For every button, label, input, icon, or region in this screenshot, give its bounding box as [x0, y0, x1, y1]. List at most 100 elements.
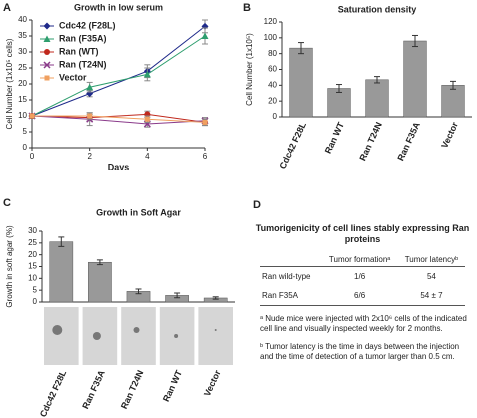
cell: 1/6	[354, 272, 366, 281]
cell: Ran wild-type	[262, 272, 311, 281]
data-point	[144, 116, 150, 122]
bar	[365, 79, 389, 118]
legend-label: Cdc42 (F28L)	[59, 20, 116, 30]
y-tick-label: 20	[268, 96, 277, 105]
y-axis-label: Cell Number (1x10⁵)	[245, 33, 254, 106]
panel-a: A Growth in low serum Cell Number (1x10⁵ …	[3, 2, 209, 170]
x-tick-label: Ran F35A	[395, 120, 422, 162]
series-line	[31, 35, 206, 117]
bar	[88, 261, 112, 303]
table: Tumor formationᵃ Tumor latencyᵇ Ran wild-…	[260, 253, 465, 306]
series-line	[31, 115, 206, 125]
x-tick-label: Ran WT	[323, 120, 346, 155]
y-tick-label: 20	[28, 250, 37, 259]
legend-marker	[44, 75, 50, 81]
x-tick-label: Vector	[439, 120, 460, 150]
series-line	[32, 115, 206, 123]
y-tick-label: 100	[264, 33, 278, 42]
panel-letter: B	[243, 2, 251, 14]
y-tick-label: 120	[264, 17, 278, 26]
chart-title: Growth in low serum	[74, 2, 163, 12]
data-point	[201, 32, 209, 39]
footnote: ᵇ Tumor latency is the time in days betw…	[260, 342, 460, 361]
legend-label: Ran (WT)	[59, 46, 99, 56]
colony	[92, 332, 101, 340]
panel-letter: C	[3, 197, 11, 209]
y-tick-label: 30	[18, 47, 27, 56]
series-line	[31, 113, 206, 123]
data-point	[87, 113, 93, 119]
y-tick-label: 20	[18, 79, 27, 88]
bar	[289, 47, 313, 118]
bar	[403, 40, 427, 118]
legend-marker	[43, 22, 51, 30]
x-tick-label: Ran WT	[161, 368, 184, 403]
x-tick-label: 0	[30, 152, 35, 161]
x-tick-label: 4	[145, 152, 150, 161]
bar	[441, 85, 465, 118]
legend-label: Vector	[59, 72, 87, 82]
data-point	[202, 119, 208, 125]
x-tick-label: Cdc42 F28L	[38, 368, 69, 418]
y-axis-label: Cell Number (1x10⁵ cells)	[5, 38, 14, 129]
y-tick-label: 25	[18, 63, 27, 72]
cell: Ran F35A	[260, 286, 322, 306]
column-header: Tumor latencyᵇ	[397, 253, 465, 267]
y-tick-label: 15	[28, 262, 37, 271]
colony	[52, 325, 63, 335]
colony	[133, 327, 140, 333]
legend-marker	[43, 61, 51, 69]
data-point	[143, 70, 151, 78]
data-point	[29, 113, 35, 119]
legend-label: Ran (T24N)	[59, 59, 107, 69]
x-tick-label: Ran T24N	[357, 121, 384, 163]
panel-b: B Saturation density Cell Number (1x10⁵) 0…	[243, 2, 472, 171]
x-tick-label: Ran F35A	[80, 368, 107, 410]
footnote: ᵃ Nude mice were injected with 2x10⁶ cel…	[260, 314, 467, 333]
series-line	[31, 26, 206, 117]
x-tick-label: Cdc42 F28L	[278, 120, 309, 170]
y-tick-label: 0	[33, 297, 38, 306]
y-tick-label: 0	[273, 112, 278, 121]
x-tick-label: Vector	[202, 368, 223, 398]
cell: 54 ± 7	[397, 286, 465, 306]
table-title: Tumorigenicity of cell lines stably expr…	[255, 223, 470, 244]
x-tick-label: Ran T24N	[119, 369, 146, 411]
y-tick-label: 60	[268, 65, 277, 74]
data-point	[86, 83, 94, 91]
x-tick-label: 6	[203, 152, 208, 161]
colony-image	[44, 307, 79, 365]
y-tick-label: 40	[268, 80, 277, 89]
y-tick-label: 5	[33, 285, 38, 294]
x-tick-label: 2	[87, 152, 92, 161]
cell: 6/6	[321, 286, 398, 306]
y-tick-label: 10	[18, 111, 27, 120]
y-tick-label: 80	[268, 49, 277, 58]
colony-image	[121, 307, 156, 365]
colony	[174, 334, 179, 338]
column-header: Tumor formationᵃ	[321, 253, 398, 267]
y-tick-label: 5	[23, 127, 28, 136]
y-tick-label: 35	[18, 31, 27, 40]
y-tick-label: 25	[28, 238, 37, 247]
panel-c: C Growth in Soft Agar Growth in soft agar…	[3, 197, 235, 418]
legend-label: Ran (F35A)	[59, 33, 107, 43]
panel-letter: A	[3, 2, 11, 14]
colony-image	[198, 307, 233, 365]
legend-marker	[44, 49, 50, 55]
bar	[49, 241, 74, 303]
y-tick-label: 10	[28, 273, 37, 282]
chart-title: Growth in Soft Agar	[96, 207, 181, 217]
cell: 54	[426, 272, 436, 281]
chart-title: Saturation density	[338, 4, 417, 14]
y-tick-label: 40	[18, 15, 27, 24]
panel-letter: D	[253, 199, 261, 211]
y-axis-label: Growth in soft agar (%)	[5, 225, 14, 308]
y-tick-label: 15	[18, 95, 27, 104]
colony	[214, 329, 217, 331]
x-axis-label: Days	[108, 162, 130, 170]
panel-d: D Tumorigenicity of cell lines stably ex…	[250, 195, 475, 418]
y-tick-label: 30	[28, 226, 37, 235]
legend-marker	[43, 35, 51, 42]
